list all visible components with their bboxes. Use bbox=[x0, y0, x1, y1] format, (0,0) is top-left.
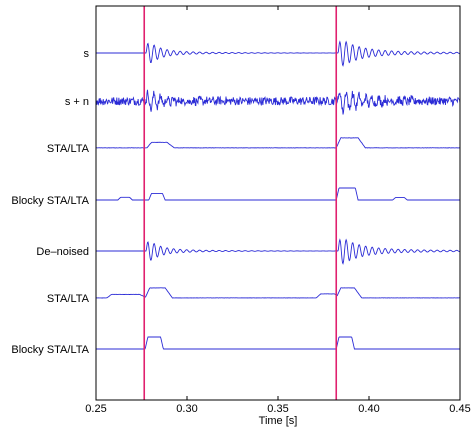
x-tick-label: 0.30 bbox=[176, 403, 197, 415]
trace-label-3: STA/LTA bbox=[47, 143, 90, 155]
trace-line-4 bbox=[96, 187, 460, 201]
x-tick-label: 0.40 bbox=[358, 403, 379, 415]
traces-layer bbox=[95, 40, 461, 350]
trace-line-5 bbox=[96, 238, 461, 265]
x-tick-label: 0.25 bbox=[85, 403, 106, 415]
trace-label-7: Blocky STA/LTA bbox=[11, 344, 89, 356]
trace-line-1 bbox=[96, 40, 461, 67]
x-axis-ticks: 0.25 0.30 0.35 0.40 0.45 bbox=[85, 6, 471, 415]
trace-line-3 bbox=[95, 137, 461, 149]
x-tick-label: 0.35 bbox=[267, 403, 288, 415]
trace-line-2 bbox=[95, 89, 461, 115]
x-tick-label: 0.45 bbox=[449, 403, 470, 415]
trace-labels: s s + n STA/LTA Blocky STA/LTA De–noised STA/… bbox=[11, 48, 89, 356]
trace-line-6 bbox=[95, 287, 461, 299]
trace-label-2: s + n bbox=[65, 96, 89, 108]
trace-label-4: Blocky STA/LTA bbox=[11, 195, 89, 207]
onset-markers bbox=[143, 6, 338, 400]
trace-label-1: s bbox=[84, 48, 90, 60]
trace-label-6: STA/LTA bbox=[47, 293, 90, 305]
trace-label-5: De–noised bbox=[36, 246, 89, 258]
plot-frame bbox=[95, 5, 461, 401]
trace-line-7 bbox=[96, 336, 460, 350]
x-axis-title: Time [s] bbox=[259, 415, 298, 427]
